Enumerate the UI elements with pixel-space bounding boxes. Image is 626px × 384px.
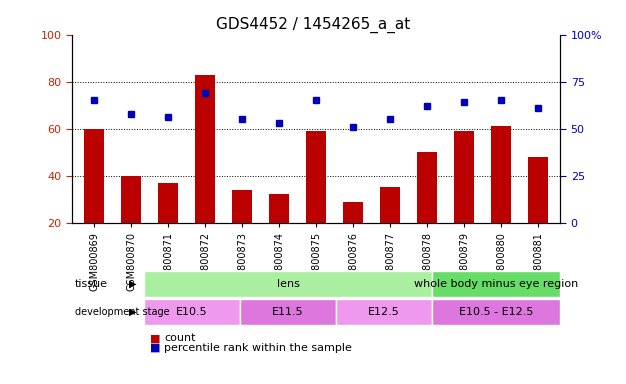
- Text: ■: ■: [150, 343, 161, 353]
- Text: count: count: [164, 333, 195, 343]
- Bar: [454, 131, 475, 223]
- Bar: [84, 129, 105, 223]
- Bar: [528, 157, 548, 223]
- Text: tissue: tissue: [75, 279, 108, 289]
- Bar: [195, 74, 215, 223]
- Text: ▶: ▶: [129, 307, 136, 317]
- Bar: [232, 190, 252, 223]
- Bar: [121, 176, 141, 223]
- Text: whole body minus eye region: whole body minus eye region: [414, 279, 578, 289]
- Bar: [306, 131, 326, 223]
- Text: E11.5: E11.5: [272, 307, 304, 317]
- Text: E12.5: E12.5: [368, 307, 400, 317]
- Text: E10.5 - E12.5: E10.5 - E12.5: [459, 307, 533, 317]
- Text: E10.5: E10.5: [176, 307, 208, 317]
- Bar: [491, 126, 511, 223]
- Text: lens: lens: [277, 279, 299, 289]
- Bar: [269, 195, 289, 223]
- Text: ■: ■: [150, 333, 161, 343]
- Bar: [343, 202, 363, 223]
- Text: GDS4452 / 1454265_a_at: GDS4452 / 1454265_a_at: [216, 17, 410, 33]
- Bar: [417, 152, 438, 223]
- Bar: [380, 187, 400, 223]
- Text: development stage: development stage: [75, 307, 170, 317]
- Bar: [158, 183, 178, 223]
- Text: ▶: ▶: [129, 279, 136, 289]
- Text: percentile rank within the sample: percentile rank within the sample: [164, 343, 352, 353]
